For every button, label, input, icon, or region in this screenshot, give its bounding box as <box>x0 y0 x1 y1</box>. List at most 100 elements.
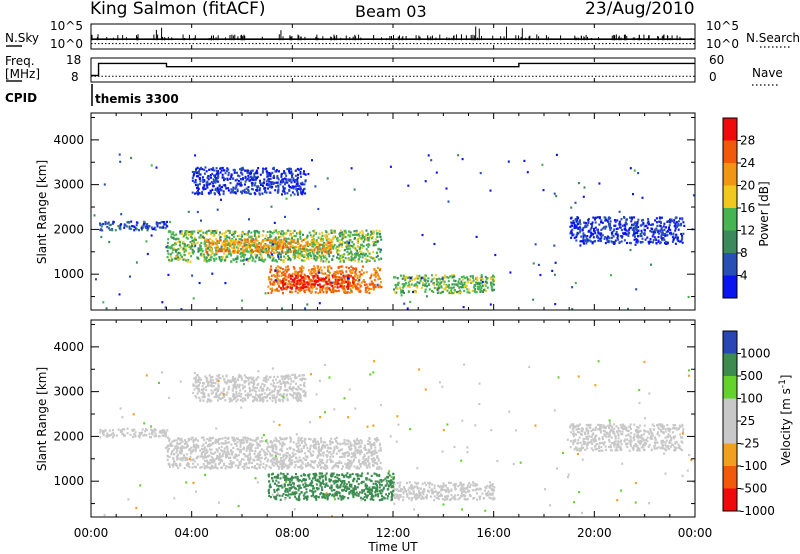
range-cell <box>307 275 309 278</box>
freq-label-line1: Freq. <box>5 54 35 68</box>
range-cell <box>297 439 300 442</box>
range-cell <box>372 450 375 453</box>
range-cell <box>320 237 323 240</box>
range-cell <box>100 235 103 239</box>
range-cell <box>330 290 333 293</box>
range-cell <box>239 244 242 247</box>
range-cell <box>492 274 494 277</box>
range-cell <box>177 247 180 251</box>
range-cell <box>331 460 334 463</box>
range-cell <box>189 449 192 452</box>
range-cell <box>327 237 330 240</box>
range-cell <box>237 174 240 177</box>
range-cell <box>276 176 279 179</box>
range-cell <box>312 450 315 453</box>
range-cell <box>291 237 293 240</box>
range-cell <box>612 229 615 232</box>
range-cell <box>298 287 300 290</box>
range-cell <box>253 466 256 469</box>
range-cell <box>359 462 362 466</box>
range-cell <box>284 278 287 281</box>
range-cell <box>169 220 172 224</box>
range-cell <box>199 249 202 252</box>
range-cell <box>274 244 277 247</box>
range-cell <box>232 235 235 238</box>
range-cell <box>307 278 310 281</box>
range-cell <box>619 223 622 226</box>
range-cell <box>271 249 274 252</box>
range-cell <box>271 441 274 444</box>
range-cell <box>460 276 463 279</box>
range-cell <box>274 275 277 278</box>
range-cell <box>277 440 280 443</box>
range-cell <box>317 279 320 282</box>
range-cell <box>294 453 297 456</box>
range-cell <box>336 249 339 252</box>
range-cell <box>204 166 207 169</box>
range-cell <box>406 285 409 288</box>
range-cell <box>166 429 169 432</box>
range-cell <box>271 171 274 174</box>
range-cell <box>491 289 494 292</box>
range-cell <box>174 242 177 245</box>
range-cell <box>321 234 324 237</box>
range-cell <box>254 466 257 470</box>
range-cell <box>329 251 331 254</box>
range-cell <box>447 200 450 203</box>
range-cell <box>209 249 212 252</box>
range-cell <box>206 438 209 441</box>
range-cell <box>633 229 636 232</box>
range-cell <box>297 436 300 439</box>
range-cell <box>361 246 364 250</box>
range-cell <box>596 228 599 231</box>
range-cell <box>194 244 197 247</box>
range-cell <box>331 288 334 291</box>
range-cell <box>271 444 274 447</box>
range-cell <box>341 265 344 268</box>
range-cell <box>134 431 137 434</box>
range-cell <box>344 443 347 446</box>
range-cell <box>262 184 264 187</box>
range-cell <box>241 231 244 234</box>
range-cell <box>191 466 194 469</box>
range-cell <box>236 441 239 444</box>
range-cell <box>282 246 285 250</box>
power-colorbar-tick-label: 16 <box>740 201 755 215</box>
range-cell <box>222 192 225 196</box>
range-cell <box>374 238 377 241</box>
range-cell <box>635 231 638 234</box>
range-cell <box>220 189 223 192</box>
range-cell <box>273 283 276 286</box>
range-cell <box>333 235 336 238</box>
range-cell <box>357 446 360 449</box>
range-cell <box>242 259 244 262</box>
range-cell <box>376 283 379 286</box>
range-cell <box>484 275 487 279</box>
range-cell <box>248 244 251 247</box>
range-cell <box>174 249 177 252</box>
range-cell <box>430 159 433 162</box>
range-cell <box>462 275 465 278</box>
range-cell <box>286 451 289 454</box>
range-cell <box>368 466 371 469</box>
range-cell <box>304 282 307 285</box>
range-cell <box>290 280 293 283</box>
range-cell <box>325 290 328 294</box>
range-cell <box>211 437 214 440</box>
range-cell <box>201 452 203 455</box>
range-cell <box>323 242 326 245</box>
range-cell <box>242 249 245 252</box>
range-cell <box>289 178 292 181</box>
range-cell <box>332 466 335 469</box>
range-cell <box>206 252 209 255</box>
range-cell <box>636 232 639 235</box>
range-cell <box>238 463 241 466</box>
y-tick-label: 4000 <box>53 133 84 147</box>
range-cell <box>141 428 144 431</box>
range-cell <box>432 282 435 285</box>
noise-right-tick-bottom: 10^0 <box>706 37 739 51</box>
range-cell <box>347 274 350 277</box>
range-cell <box>333 271 336 274</box>
range-cell <box>208 443 211 446</box>
range-cell <box>344 231 347 234</box>
